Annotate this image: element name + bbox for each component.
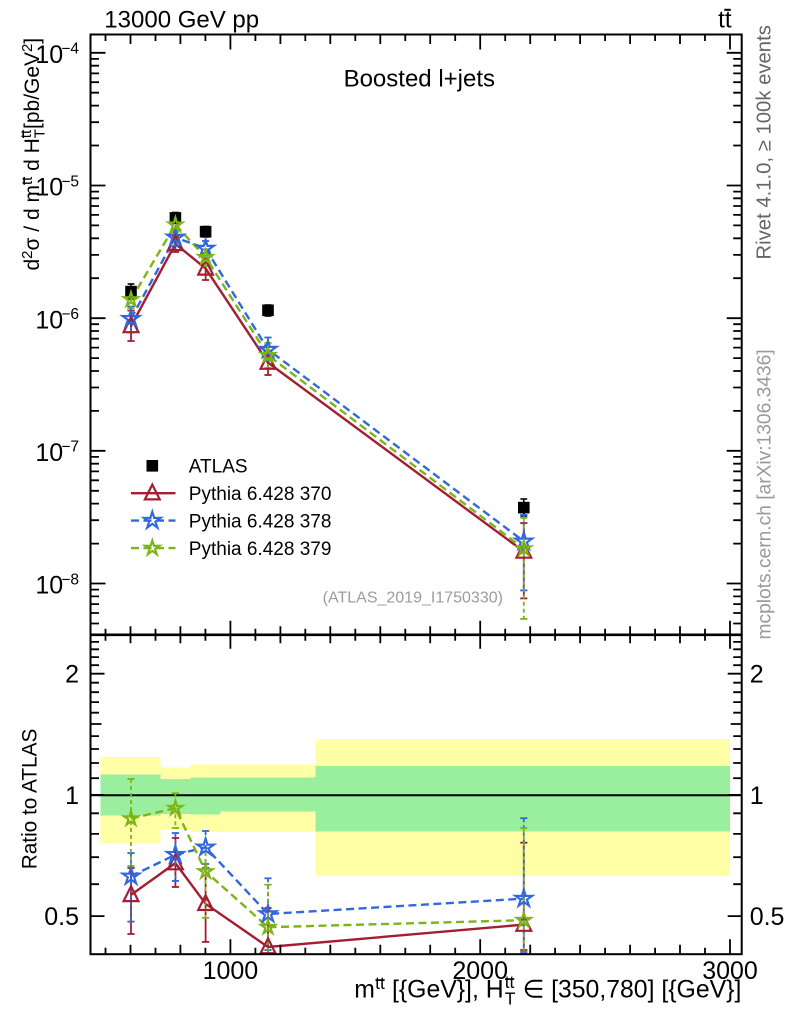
svg-text:]: ] xyxy=(21,38,44,44)
svg-text:∈ [350,780] [{GeV}]: ∈ [350,780] [{GeV}] xyxy=(516,976,742,1003)
svg-text:Pythia 6.428 378: Pythia 6.428 378 xyxy=(189,511,332,532)
svg-text:2: 2 xyxy=(19,44,36,52)
svg-text:1: 1 xyxy=(750,782,764,810)
svg-text:tt: tt xyxy=(19,176,36,185)
svg-text:10: 10 xyxy=(35,572,63,600)
svg-text:tt: tt xyxy=(505,972,515,992)
svg-text:10: 10 xyxy=(35,439,63,467)
svg-text:T: T xyxy=(32,129,49,138)
svg-text:2: 2 xyxy=(65,661,79,689)
svg-text:1000: 1000 xyxy=(203,957,259,985)
svg-text:1: 1 xyxy=(65,782,79,810)
svg-text:T: T xyxy=(505,988,516,1008)
svg-text:0.5: 0.5 xyxy=(750,903,785,931)
svg-text:13000 GeV pp: 13000 GeV pp xyxy=(104,7,259,34)
svg-text:d: d xyxy=(21,259,44,271)
svg-text:Pythia 6.428 379: Pythia 6.428 379 xyxy=(189,539,332,560)
svg-text:2000: 2000 xyxy=(452,957,508,985)
svg-text:2: 2 xyxy=(750,661,764,689)
svg-text:Rivet 4.1.0, ≥ 100k events: Rivet 4.1.0, ≥ 100k events xyxy=(753,25,775,259)
svg-text:Pythia 6.428 370: Pythia 6.428 370 xyxy=(189,484,332,505)
svg-text:d H: d H xyxy=(21,138,44,177)
svg-text:−7: −7 xyxy=(61,439,79,456)
svg-text:−6: −6 xyxy=(61,306,79,323)
svg-text:10: 10 xyxy=(35,41,63,69)
svg-text:tt: tt xyxy=(718,7,732,34)
svg-text:tt: tt xyxy=(375,973,385,993)
svg-text:Ratio to ATLAS: Ratio to ATLAS xyxy=(19,729,42,870)
svg-text:σ / d m: σ / d m xyxy=(21,185,44,250)
svg-text:10: 10 xyxy=(35,306,63,334)
svg-text:Boosted l+jets: Boosted l+jets xyxy=(344,66,495,93)
svg-text:3000: 3000 xyxy=(702,957,758,985)
svg-text:[pb/GeV: [pb/GeV xyxy=(21,52,44,129)
svg-text:m: m xyxy=(354,976,375,1003)
svg-text:mcplots.cern.ch [arXiv:1306.34: mcplots.cern.ch [arXiv:1306.3436] xyxy=(754,349,775,639)
svg-text:−8: −8 xyxy=(61,571,79,588)
svg-text:−4: −4 xyxy=(61,41,79,58)
svg-text:tt: tt xyxy=(18,129,35,138)
svg-text:0.5: 0.5 xyxy=(44,903,79,931)
svg-text:(ATLAS_2019_I1750330): (ATLAS_2019_I1750330) xyxy=(323,590,503,607)
svg-text:[{GeV}], H: [{GeV}], H xyxy=(385,976,504,1003)
svg-text:10: 10 xyxy=(35,174,63,202)
svg-text:−5: −5 xyxy=(61,173,79,190)
svg-text:ATLAS: ATLAS xyxy=(189,457,248,478)
svg-text:2: 2 xyxy=(19,250,36,258)
